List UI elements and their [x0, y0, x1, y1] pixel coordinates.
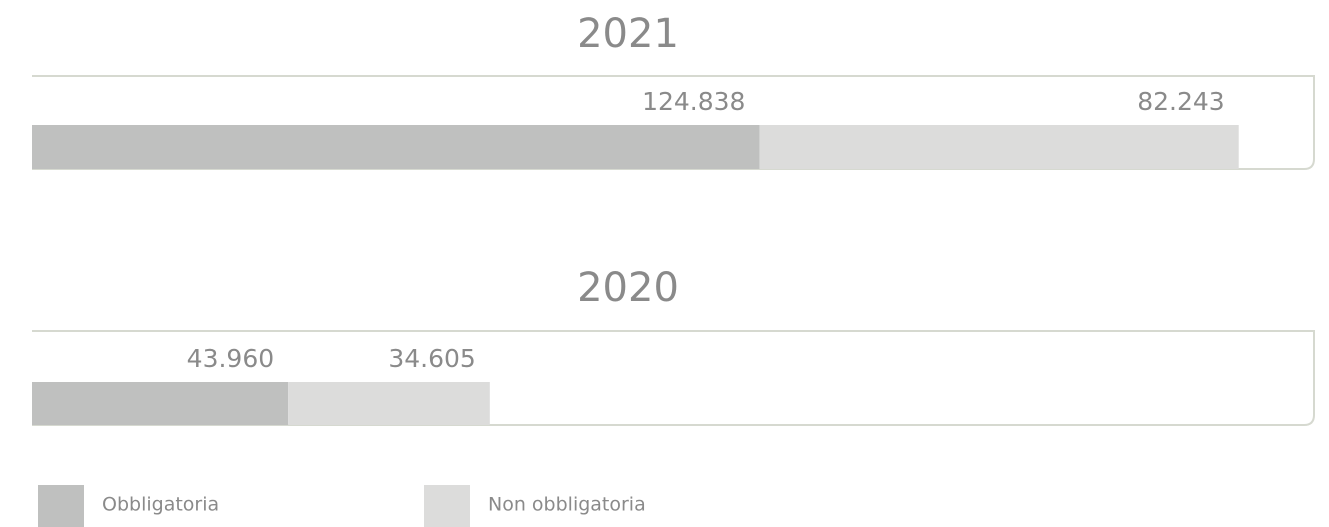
- bar-segment: [288, 382, 490, 425]
- legend-swatch: [424, 485, 470, 527]
- chart-title: 2021: [577, 11, 679, 57]
- bar-segment: [32, 125, 760, 169]
- legend-label: Non obbligatoria: [488, 494, 646, 516]
- value-label: 34.605: [388, 344, 475, 373]
- frame: [32, 330, 1315, 426]
- value-label: 43.960: [187, 344, 274, 373]
- frame: [32, 75, 1315, 170]
- chart-title: 2020: [577, 265, 679, 311]
- legend-label: Obbligatoria: [102, 494, 219, 516]
- value-label: 82.243: [1137, 87, 1224, 116]
- bar-segment: [759, 125, 1239, 169]
- value-label: 124.838: [642, 87, 745, 116]
- legend-swatch: [38, 485, 84, 527]
- bar-segment: [32, 382, 289, 425]
